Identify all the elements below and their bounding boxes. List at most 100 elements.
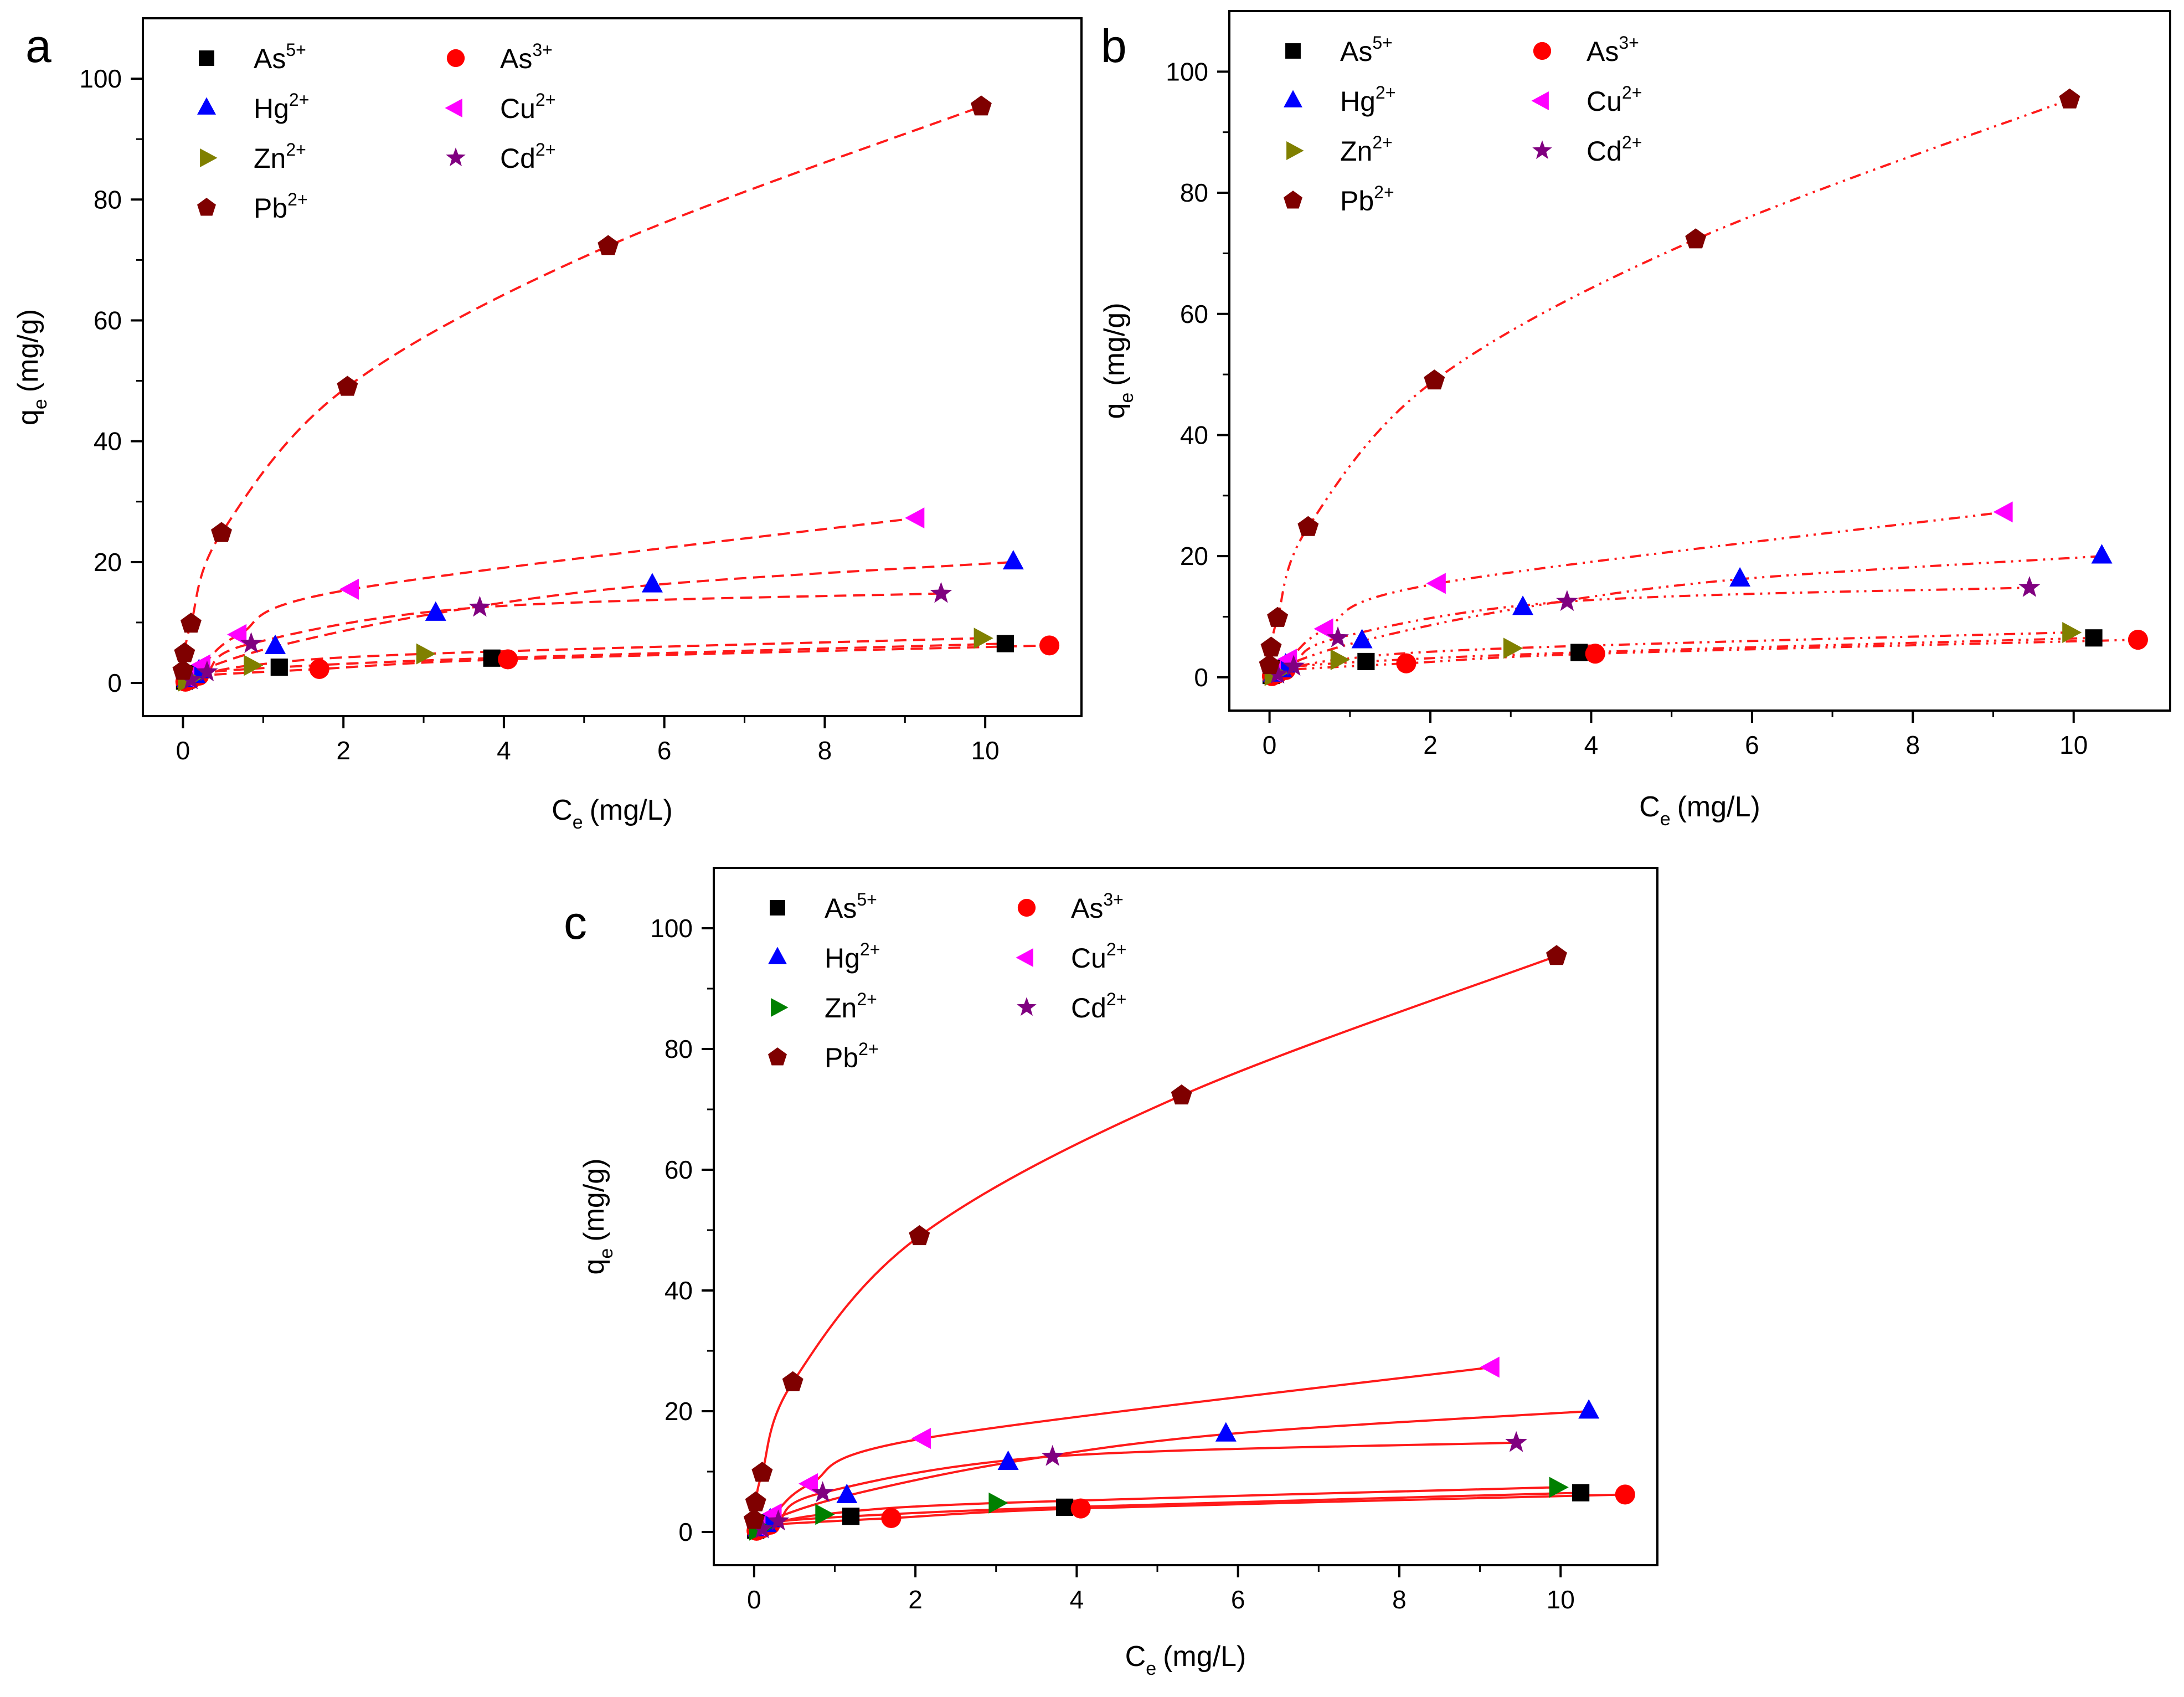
data-point [196,660,218,682]
data-point [970,95,992,116]
series-cd2plus [1266,576,2041,684]
data-point [1615,1484,1635,1505]
legend-marker [1285,43,1301,59]
data-point [1330,649,1350,671]
legend: As5+ As3+ Hg2+ Cu2+ Zn2+ Cd2+ Pb2+ [768,889,1126,1073]
legend-label: Pb2+ [825,1039,879,1073]
legend-label: Cd2+ [1587,132,1642,167]
legend-item: Cu2+ [445,90,555,124]
legend-marker [1017,997,1037,1016]
fit-curve-zn2plus [1269,631,2070,677]
data-point [244,655,264,676]
legend-marker [1533,42,1552,60]
data-point [842,1508,860,1525]
series-pb2plus [1259,88,2080,675]
y-tick-label: 20 [665,1397,693,1426]
legend-item: Zn2+ [1286,132,1393,167]
data-point [911,1428,931,1449]
data-point [1297,516,1319,536]
x-tick-label: 2 [908,1585,923,1614]
data-point [2062,621,2082,643]
x-tick-label: 6 [657,736,672,765]
x-tick-label: 4 [497,736,511,765]
legend-item: Cd2+ [446,140,555,174]
legend-label: As5+ [254,40,306,74]
y-tick-label: 40 [665,1276,693,1305]
legend-item: Cu2+ [1531,83,1642,117]
y-tick-label: 60 [665,1155,693,1184]
x-tick-label: 4 [1584,731,1599,759]
series-as3plus [1261,630,2148,686]
legend-marker [1531,91,1549,110]
y-tick-label: 0 [1194,663,1208,692]
data-point [2059,88,2080,109]
plot-frame [1228,10,2171,712]
data-point [1260,636,1282,657]
x-tick-label: 0 [747,1585,761,1614]
data-point [997,1450,1019,1470]
legend-item: Pb2+ [1284,182,1394,217]
y-tick-label: 80 [1180,178,1208,207]
data-point [1505,1431,1528,1452]
data-point [1993,501,2013,523]
legend-item: Cu2+ [1016,939,1126,974]
data-point [767,1509,790,1531]
y-tick-label: 80 [94,185,122,214]
data-point [597,235,619,255]
x-tick-label: 10 [971,736,1000,765]
legend-item: As5+ [1285,33,1393,67]
data-point [498,649,518,670]
x-tick-label: 2 [336,736,351,765]
data-point [425,601,446,621]
data-point [1215,1422,1237,1442]
legend-label: Zn2+ [254,140,306,174]
legend-marker [1284,191,1302,209]
legend-item: As3+ [1533,33,1639,67]
data-point [751,1462,773,1482]
legend-label: As3+ [1587,33,1639,67]
legend-marker [768,1047,787,1066]
y-tick-label: 80 [665,1035,693,1063]
plot-frame [142,17,1083,717]
data-point [1549,1477,1569,1498]
data-point [337,376,358,396]
legend-marker [446,147,466,167]
legend-label: Cu2+ [500,90,555,124]
data-point [180,613,202,633]
legend-marker [197,198,216,216]
y-tick-label: 0 [678,1518,693,1546]
x-tick-label: 8 [818,736,832,765]
data-point [309,659,329,679]
data-point [973,628,993,649]
legend-marker [197,97,216,115]
series-hg2plus [1263,544,2113,682]
data-point [1070,1498,1091,1519]
legend-marker [1286,141,1304,160]
data-point [1041,1444,1064,1466]
legend-item: Hg2+ [768,939,880,974]
legend-marker [200,148,218,167]
y-tick-label: 60 [1180,300,1208,328]
y-tick-label: 40 [1180,420,1208,449]
legend-item: As3+ [446,40,553,74]
legend-item: As3+ [1017,889,1124,924]
data-point [416,643,436,665]
y-tick-label: 100 [79,64,122,93]
legend-item: Cd2+ [1017,989,1126,1024]
y-axis-title: qe(mg/g) [12,309,51,425]
data-point [180,668,202,690]
data-point [1424,369,1445,390]
series-as3plus [175,635,1060,692]
y-tick-label: 20 [94,548,122,577]
data-point [1512,595,1534,615]
x-tick-label: 0 [1263,731,1277,759]
data-point [905,507,925,529]
data-point [265,634,286,654]
series-as3plus [746,1484,1635,1541]
legend-marker [446,49,465,68]
legend-label: As5+ [1340,33,1393,67]
data-point [1685,228,1707,249]
data-point [174,642,195,662]
legend: As5+ As3+ Hg2+ Cu2+ Zn2+ Cd2+ Pb2+ [197,40,555,224]
data-point [211,522,232,542]
